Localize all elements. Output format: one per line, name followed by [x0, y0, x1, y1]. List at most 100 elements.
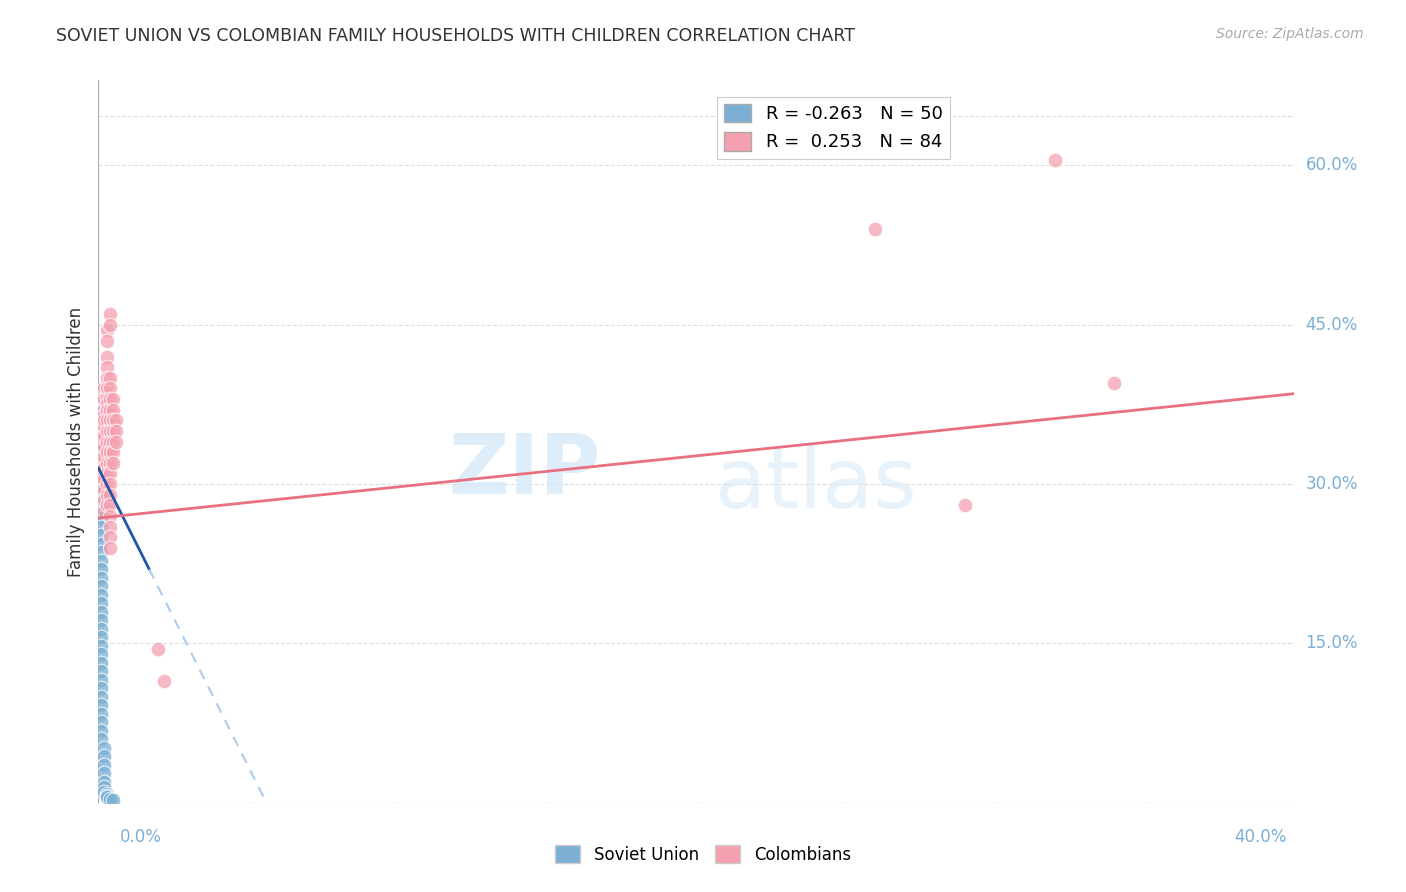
Point: [93, 381, 115, 395]
Point: [98, 498, 122, 512]
Point: [96, 334, 118, 348]
Point: [93, 429, 115, 443]
Point: [90, 536, 112, 550]
Point: [90, 579, 112, 593]
Point: [93, 780, 115, 794]
Point: [90, 453, 112, 467]
Point: [93, 413, 115, 427]
Point: [103, 434, 125, 449]
Point: [98, 445, 122, 459]
Point: [90, 570, 112, 584]
Point: [96, 498, 118, 512]
Point: [98, 477, 122, 491]
Text: 30.0%: 30.0%: [1306, 475, 1358, 493]
Point: [90, 464, 112, 478]
Text: ZIP: ZIP: [449, 430, 600, 511]
Text: SOVIET UNION VS COLOMBIAN FAMILY HOUSEHOLDS WITH CHILDREN CORRELATION CHART: SOVIET UNION VS COLOMBIAN FAMILY HOUSEHO…: [56, 27, 855, 45]
Point: [90, 461, 112, 475]
Point: [90, 714, 112, 729]
Text: 45.0%: 45.0%: [1306, 316, 1358, 334]
Point: [98, 530, 122, 544]
Legend: Soviet Union, Colombians: Soviet Union, Colombians: [548, 838, 858, 871]
Point: [90, 656, 112, 670]
Point: [96, 789, 118, 804]
Point: [93, 483, 115, 497]
Point: [90, 545, 112, 559]
Point: [90, 434, 112, 449]
Text: 60.0%: 60.0%: [1306, 156, 1358, 174]
Text: 15.0%: 15.0%: [1306, 634, 1358, 652]
Point: [90, 588, 112, 602]
Point: [90, 630, 112, 644]
Point: [148, 641, 170, 656]
Point: [103, 456, 125, 470]
Point: [90, 424, 112, 438]
Point: [93, 493, 115, 508]
Point: [90, 434, 112, 449]
Point: [90, 488, 112, 502]
Point: [93, 408, 115, 422]
Point: [90, 472, 112, 486]
Legend: R = -0.263   N = 50, R =  0.253   N = 84: R = -0.263 N = 50, R = 0.253 N = 84: [717, 96, 950, 159]
Point: [93, 766, 115, 780]
Point: [98, 413, 122, 427]
Point: [93, 450, 115, 465]
Point: [98, 456, 122, 470]
Point: [96, 790, 118, 805]
Point: [103, 402, 125, 417]
Point: [98, 392, 122, 406]
Point: [90, 511, 112, 525]
Point: [96, 350, 118, 364]
Point: [90, 690, 112, 704]
Point: [93, 740, 115, 755]
Point: [96, 456, 118, 470]
Point: [96, 787, 118, 801]
Point: [90, 664, 112, 678]
Point: [98, 467, 122, 481]
Point: [90, 706, 112, 721]
Point: [90, 732, 112, 747]
Point: [90, 456, 112, 470]
Point: [90, 418, 112, 433]
Point: [93, 402, 115, 417]
Point: [103, 392, 125, 406]
Point: [93, 503, 115, 517]
Text: Source: ZipAtlas.com: Source: ZipAtlas.com: [1216, 27, 1364, 41]
Point: [96, 392, 118, 406]
Point: [98, 508, 122, 523]
Point: [98, 381, 122, 395]
Point: [90, 528, 112, 542]
Point: [93, 472, 115, 486]
Point: [98, 488, 122, 502]
Text: atlas: atlas: [714, 444, 917, 525]
Point: [96, 323, 118, 337]
Point: [93, 749, 115, 764]
Point: [90, 472, 112, 486]
Point: [103, 445, 125, 459]
Point: [90, 698, 112, 712]
Point: [93, 757, 115, 772]
Point: [96, 381, 118, 395]
Point: [90, 553, 112, 567]
Point: [90, 681, 112, 695]
Point: [90, 402, 112, 417]
Point: [90, 479, 112, 493]
Point: [93, 392, 115, 406]
Point: [90, 622, 112, 636]
Point: [93, 418, 115, 433]
Point: [90, 723, 112, 738]
Point: [90, 647, 112, 661]
Point: [96, 371, 118, 385]
Point: [103, 413, 125, 427]
Point: [93, 785, 115, 799]
Point: [103, 424, 125, 438]
Text: 40.0%: 40.0%: [1234, 828, 1286, 846]
Y-axis label: Family Households with Children: Family Households with Children: [66, 307, 84, 576]
Point: [96, 402, 118, 417]
Point: [93, 774, 115, 789]
Point: [96, 445, 118, 459]
Point: [93, 461, 115, 475]
Point: [98, 424, 122, 438]
Point: [98, 318, 122, 332]
Point: [96, 424, 118, 438]
